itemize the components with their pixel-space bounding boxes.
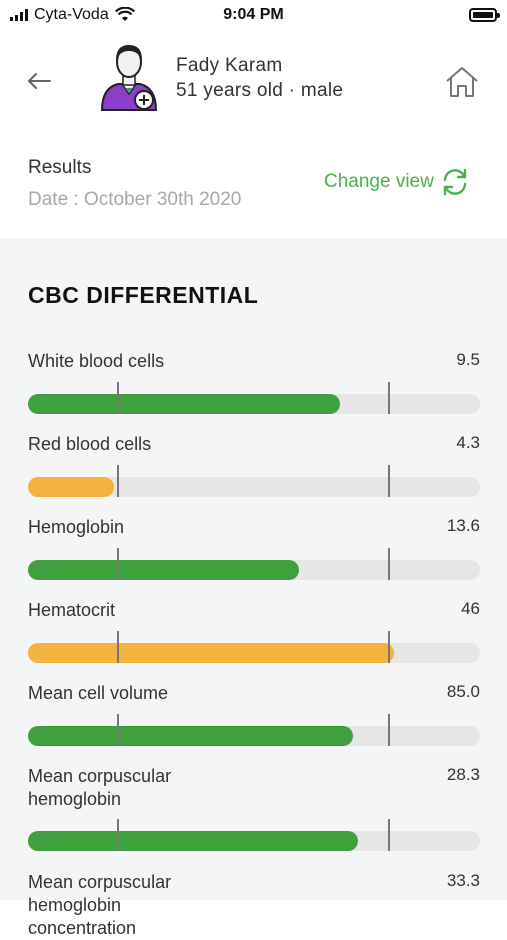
range-low-tick — [117, 382, 119, 414]
metric-value: 33.3 — [446, 871, 480, 890]
home-icon[interactable] — [444, 64, 480, 100]
metric-bar-fill — [28, 477, 114, 497]
range-low-tick — [117, 819, 119, 851]
metric-value: 28.3 — [446, 765, 480, 784]
results-date: Date : October 30th 2020 — [28, 189, 242, 210]
section-title: CBC DIFFERENTIAL — [28, 282, 259, 308]
metric-value: 9.5 — [456, 350, 480, 369]
metric-bar — [28, 631, 480, 663]
metric-row: Hemoglobin 13.6 — [28, 516, 480, 586]
range-low-tick — [117, 714, 119, 746]
metric-label: White blood cells — [28, 351, 165, 371]
metric-bar-fill — [28, 831, 358, 851]
metric-bar-fill — [28, 560, 300, 580]
status-left: Cyta-Voda — [10, 6, 135, 24]
change-view-button[interactable]: Change view — [324, 167, 470, 197]
results-title: Results — [28, 157, 92, 178]
signal-icon — [10, 9, 28, 21]
range-low-tick — [117, 631, 119, 663]
metric-bar — [28, 548, 480, 580]
metric-value: 4.3 — [456, 433, 480, 452]
refresh-icon — [443, 168, 467, 196]
range-high-tick — [388, 631, 390, 663]
change-view-label: Change view — [324, 171, 434, 192]
metric-value: 46 — [461, 599, 480, 618]
metric-bar — [28, 382, 480, 414]
metric-label: Red blood cells — [28, 434, 152, 454]
metric-row: Hematocrit 46 — [28, 599, 480, 669]
metric-row: White blood cells 9.5 — [28, 350, 480, 420]
metric-label: Hematocrit — [28, 600, 116, 620]
patient-name: Fady Karam — [176, 55, 283, 76]
range-high-tick — [388, 382, 390, 414]
wifi-icon — [114, 7, 135, 21]
metric-value: 85.0 — [446, 682, 480, 701]
metric-bar — [28, 819, 480, 851]
metric-row: Red blood cells 4.3 — [28, 433, 480, 503]
metric-bar-fill — [28, 394, 340, 414]
range-low-tick — [117, 548, 119, 580]
metric-bar — [28, 714, 480, 746]
cbc-panel: CBC DIFFERENTIAL White blood cells 9.5 R… — [0, 238, 507, 938]
metric-bar-fill — [28, 643, 395, 663]
metric-value: 13.6 — [446, 516, 480, 535]
range-high-tick — [388, 819, 390, 851]
range-high-tick — [388, 714, 390, 746]
patient-avatar-icon — [100, 45, 158, 111]
range-high-tick — [388, 548, 390, 580]
metric-label: Mean cell volume — [28, 683, 169, 703]
status-bar: Cyta-Voda 9:04 PM — [0, 0, 507, 30]
results-info: Results Date : October 30th 2020 Change … — [0, 140, 507, 238]
metric-label: Mean corpuscular hemoglobin — [28, 766, 172, 809]
metric-row: Mean cell volume 85.0 — [28, 682, 480, 752]
range-high-tick — [388, 465, 390, 497]
back-arrow-icon[interactable] — [24, 66, 54, 96]
range-low-tick — [117, 465, 119, 497]
battery-icon — [469, 8, 500, 22]
metric-row: Mean corpuscular hemoglobin 28.3 — [28, 765, 480, 865]
metric-row: Mean corpuscular hemoglobin concentratio… — [28, 871, 480, 938]
metric-label: Mean corpuscular hemoglobin concentratio… — [28, 872, 172, 938]
metric-label: Hemoglobin — [28, 517, 125, 537]
patient-header: Fady Karam 51 years old · male — [0, 30, 507, 140]
patient-details: 51 years old · male — [176, 80, 344, 101]
metric-bar — [28, 465, 480, 497]
metric-bar-fill — [28, 726, 354, 746]
carrier-name: Cyta-Voda — [34, 6, 109, 23]
